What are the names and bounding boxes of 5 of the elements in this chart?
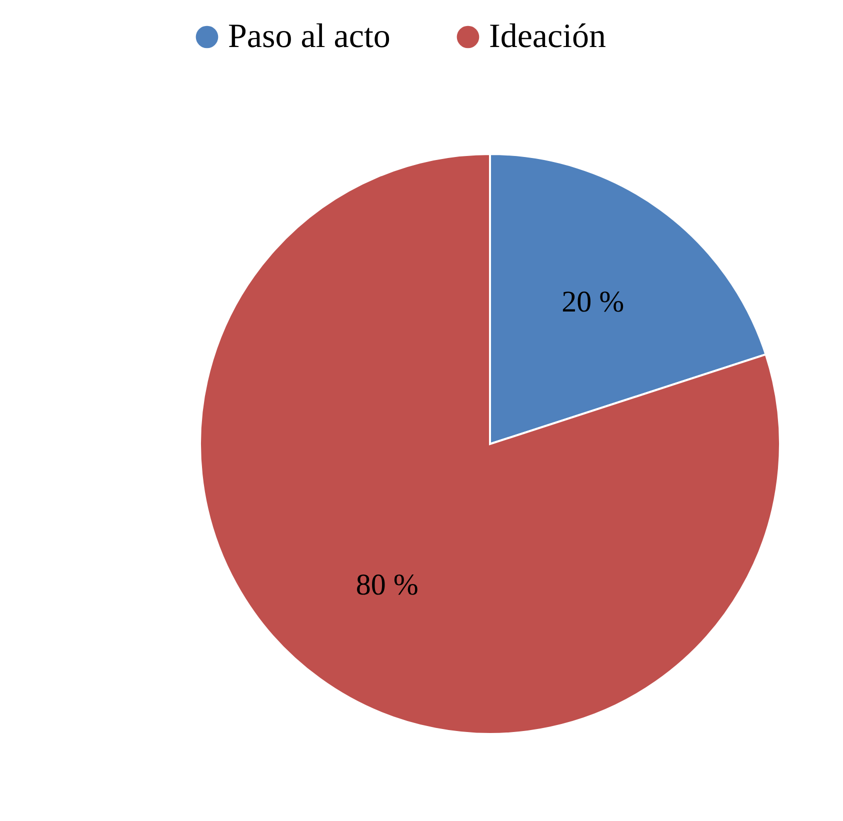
data-label: 80 % [356,568,418,602]
pie-slice [199,153,781,735]
legend-label: Ideación [489,18,606,55]
data-label: 20 % [562,285,624,318]
legend-label: Paso al acto [228,18,390,55]
